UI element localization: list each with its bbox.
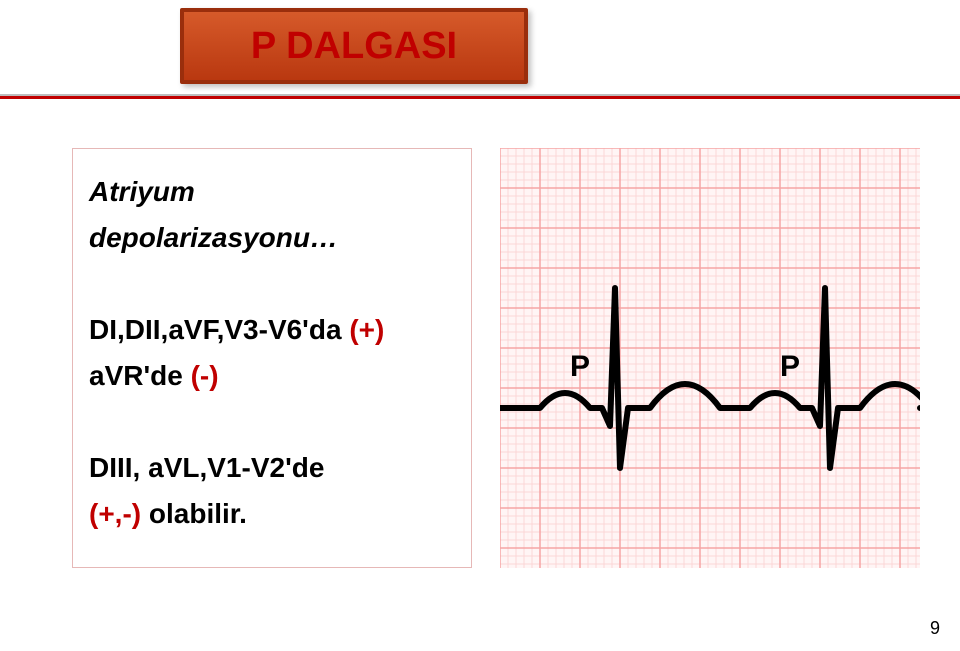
text-line: depolarizasyonu… — [89, 215, 455, 261]
text-segment: depolarizasyonu… — [89, 222, 338, 253]
ecg-label: P — [570, 350, 590, 383]
title-text: P DALGASI — [251, 25, 457, 68]
ecg-label: P — [780, 350, 800, 383]
text-line: DIII, aVL,V1-V2'de — [89, 445, 455, 491]
text-segment: DIII, aVL,V1-V2'de — [89, 452, 324, 483]
text-line: DI,DII,aVF,V3-V6'da (+) — [89, 307, 455, 353]
content-box: Atriyum depolarizasyonu… DI,DII,aVF,V3-V6… — [72, 148, 472, 568]
ecg-diagram: PP — [500, 148, 920, 568]
text-segment: DI,DII,aVF,V3-V6'da — [89, 314, 349, 345]
text-line — [89, 261, 455, 307]
text-line: Atriyum — [89, 169, 455, 215]
title-box: P DALGASI — [180, 8, 528, 84]
page-number: 9 — [930, 618, 940, 639]
text-segment: Atriyum — [89, 176, 195, 207]
ecg-svg: PP — [500, 148, 920, 568]
text-segment: aVR'de — [89, 360, 191, 391]
text-segment: (-) — [191, 360, 219, 391]
text-line: (+,-) olabilir. — [89, 491, 455, 537]
slide: P DALGASI Atriyum depolarizasyonu… DI,DII… — [0, 0, 960, 651]
text-line: aVR'de (-) — [89, 353, 455, 399]
text-segment: (+,-) — [89, 498, 141, 529]
text-line — [89, 399, 455, 445]
divider-rule — [0, 94, 960, 100]
text-segment: olabilir. — [141, 498, 247, 529]
text-segment: (+) — [349, 314, 384, 345]
